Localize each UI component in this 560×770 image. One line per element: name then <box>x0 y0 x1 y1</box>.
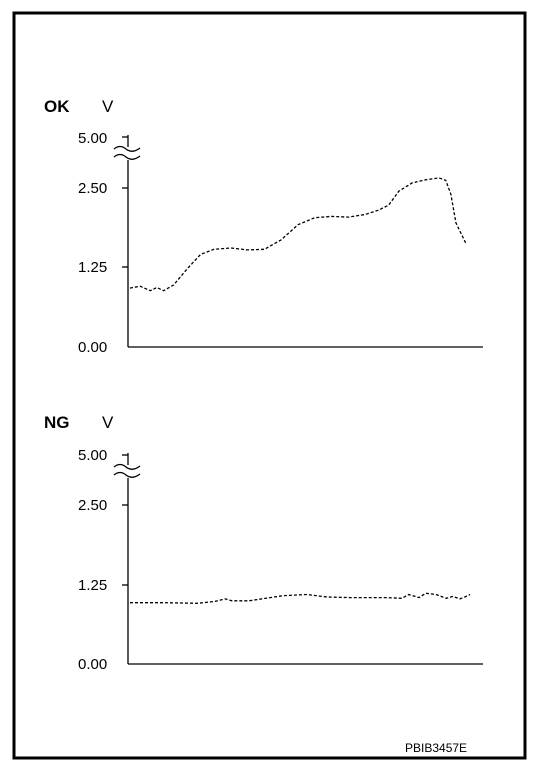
ng-ytick-2.50: 2.50 <box>78 497 107 514</box>
ok-ytick-1.25: 1.25 <box>78 259 107 276</box>
ng-ytick-0.00: 0.00 <box>78 656 107 673</box>
ok-panel: OK V 5.00 2.50 1.25 0.00 <box>44 97 483 356</box>
ng-y-unit-label: V <box>102 413 114 432</box>
ok-series-line <box>129 177 467 292</box>
ng-ytick-5.00: 5.00 <box>78 447 107 464</box>
ok-panel-title: OK <box>44 97 70 116</box>
figure-code: PBIB3457E <box>405 741 467 755</box>
ok-ytick-5.00: 5.00 <box>78 130 107 147</box>
ng-ytick-1.25: 1.25 <box>78 577 107 594</box>
ng-panel-title: NG <box>44 413 70 432</box>
ng-axis-break-mark <box>113 463 141 478</box>
ok-y-unit-label: V <box>102 97 114 116</box>
ng-panel: NG V 5.00 2.50 1.25 0.00 <box>44 413 483 673</box>
outer-border <box>12 11 527 760</box>
ok-ytick-2.50: 2.50 <box>78 180 107 197</box>
ok-axis-break-mark <box>113 145 141 160</box>
ok-ytick-0.00: 0.00 <box>78 339 107 356</box>
ng-series-line <box>130 592 471 604</box>
